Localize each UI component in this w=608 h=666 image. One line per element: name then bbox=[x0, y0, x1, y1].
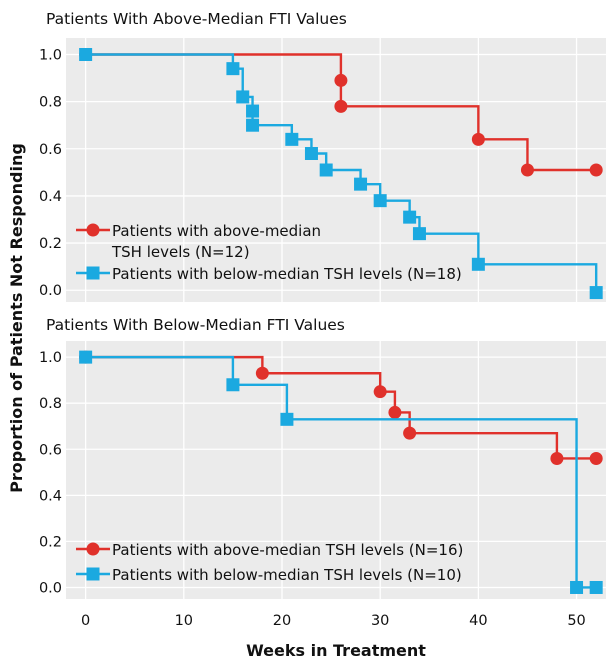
y-tick-label: 0.8 bbox=[39, 95, 62, 111]
x-tick-label: 0 bbox=[81, 613, 90, 629]
data-point-square bbox=[319, 163, 333, 177]
x-tick-label: 20 bbox=[273, 613, 291, 629]
legend-marker-square bbox=[86, 567, 100, 581]
x-tick-label: 40 bbox=[469, 613, 487, 629]
data-point-square bbox=[226, 378, 240, 392]
plot-area bbox=[66, 341, 606, 599]
series-line bbox=[85, 53, 597, 172]
panel-below-median-fti: Patients With Below-Median FTI Values 0 1… bbox=[39, 316, 606, 629]
y-tick-label: 0.2 bbox=[39, 534, 62, 550]
x-axis-label: Weeks in Treatment bbox=[246, 641, 426, 660]
data-point-square bbox=[246, 118, 260, 132]
series-line bbox=[85, 355, 597, 589]
x-tick-label: 10 bbox=[175, 613, 193, 629]
y-tick-label: 0.6 bbox=[39, 142, 62, 158]
panel-title: Patients With Above-Median FTI Values bbox=[46, 10, 347, 28]
y-tick-label: 1.0 bbox=[39, 350, 62, 366]
panel-above-median-fti: Patients With Above-Median FTI Values 1.… bbox=[39, 10, 606, 302]
data-point-square bbox=[304, 147, 318, 160]
y-tick-label: 0.6 bbox=[39, 442, 62, 458]
data-point-circle bbox=[589, 451, 603, 465]
data-point-square bbox=[589, 286, 603, 300]
y-tick-label: 0.4 bbox=[39, 488, 62, 504]
data-point-circle bbox=[589, 163, 603, 177]
data-point-square bbox=[354, 177, 368, 191]
y-tick-label: 0.4 bbox=[39, 189, 62, 205]
data-point-square bbox=[589, 580, 603, 594]
y-tick-label: 1.0 bbox=[39, 48, 62, 64]
data-point-circle bbox=[255, 366, 269, 380]
panel-title: Patients With Below-Median FTI Values bbox=[46, 316, 345, 334]
legend-label: Patients with below-median TSH levels (N… bbox=[112, 566, 462, 584]
data-point-circle bbox=[373, 385, 387, 399]
data-point-circle bbox=[334, 73, 348, 87]
legend-marker-circle bbox=[86, 542, 100, 556]
y-tick-label: 0.2 bbox=[39, 236, 62, 252]
data-point-square bbox=[79, 350, 93, 364]
x-tick-label: 50 bbox=[567, 613, 585, 629]
legend-label: TSH levels (N=12) bbox=[111, 243, 250, 261]
y-tick-label: 0.8 bbox=[39, 396, 62, 412]
data-point-circle bbox=[403, 426, 417, 440]
y-tick-label: 0.0 bbox=[39, 580, 62, 596]
data-point-circle bbox=[334, 99, 348, 113]
data-point-square bbox=[226, 62, 240, 76]
x-tick-label: 30 bbox=[371, 613, 389, 629]
data-point-circle bbox=[550, 451, 564, 465]
legend-marker-square bbox=[86, 266, 100, 280]
y-axis-label: Proportion of Patients Not Responding bbox=[7, 143, 26, 493]
data-point-circle bbox=[520, 163, 534, 177]
data-point-circle bbox=[471, 132, 485, 146]
legend-label: Patients with above-median bbox=[112, 222, 321, 240]
data-point-square bbox=[79, 48, 93, 61]
data-point-square bbox=[280, 412, 294, 426]
legend-marker-circle bbox=[86, 223, 100, 237]
data-point-square bbox=[236, 90, 250, 104]
legend-label: Patients with above-median TSH levels (N… bbox=[112, 541, 463, 559]
data-point-square bbox=[246, 104, 260, 118]
data-point-square bbox=[403, 210, 417, 224]
data-point-square bbox=[373, 194, 387, 208]
y-tick-label: 0.0 bbox=[39, 283, 62, 299]
legend-label: Patients with below-median TSH levels (N… bbox=[112, 265, 462, 283]
data-point-square bbox=[471, 257, 485, 271]
data-point-square bbox=[570, 580, 584, 594]
data-point-circle bbox=[388, 405, 402, 419]
data-point-square bbox=[412, 227, 426, 241]
data-point-square bbox=[285, 132, 299, 146]
